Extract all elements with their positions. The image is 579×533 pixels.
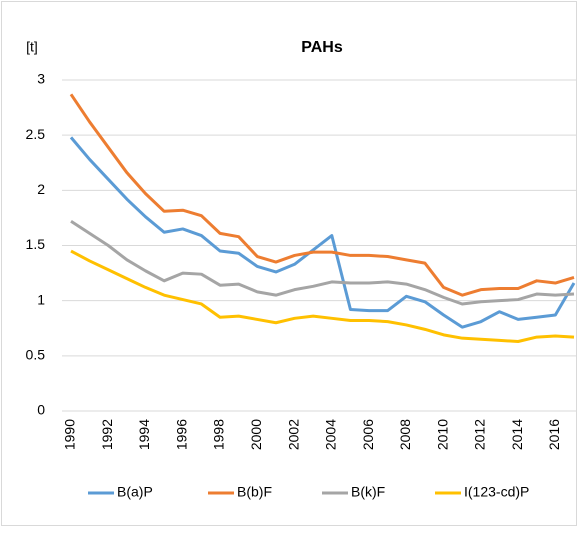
x-tick-label: 1990 [62, 419, 78, 450]
x-tick-label: 2008 [397, 419, 413, 450]
x-tick-label: 2002 [285, 419, 301, 450]
x-tick-label: 1992 [99, 419, 115, 450]
x-tick-label: 2010 [434, 419, 450, 450]
line-series [70, 219, 575, 306]
x-tick-label: 2016 [546, 419, 562, 450]
legend-label: B(b)F [237, 484, 272, 500]
legend-label: B(k)F [351, 484, 385, 500]
y-tick-label: 2 [37, 181, 45, 197]
line-series [69, 93, 575, 297]
line-series [70, 249, 575, 343]
line-series [69, 136, 576, 329]
y-tick-label: 2.5 [26, 126, 46, 142]
x-tick-label: 1996 [173, 419, 189, 450]
chart-title: PAHs [301, 39, 343, 56]
legend-label: I(123-cd)P [464, 484, 529, 500]
x-tick-label: 2014 [509, 419, 525, 450]
y-tick-label: 1.5 [26, 236, 46, 252]
y-tick-label: 1 [37, 291, 45, 307]
x-tick-label: 2000 [248, 419, 264, 450]
x-tick-label: 2004 [323, 419, 339, 450]
y-tick-label: 0 [37, 402, 45, 418]
x-tick-label: 1994 [136, 419, 152, 450]
y-tick-label: 3 [37, 71, 45, 87]
x-tick-label: 2012 [472, 419, 488, 450]
x-tick-label: 1998 [211, 419, 227, 450]
y-axis-label: [t] [26, 39, 38, 55]
legend-label: B(a)P [117, 484, 153, 500]
y-tick-label: 0.5 [26, 347, 46, 363]
x-tick-label: 2006 [360, 419, 376, 450]
